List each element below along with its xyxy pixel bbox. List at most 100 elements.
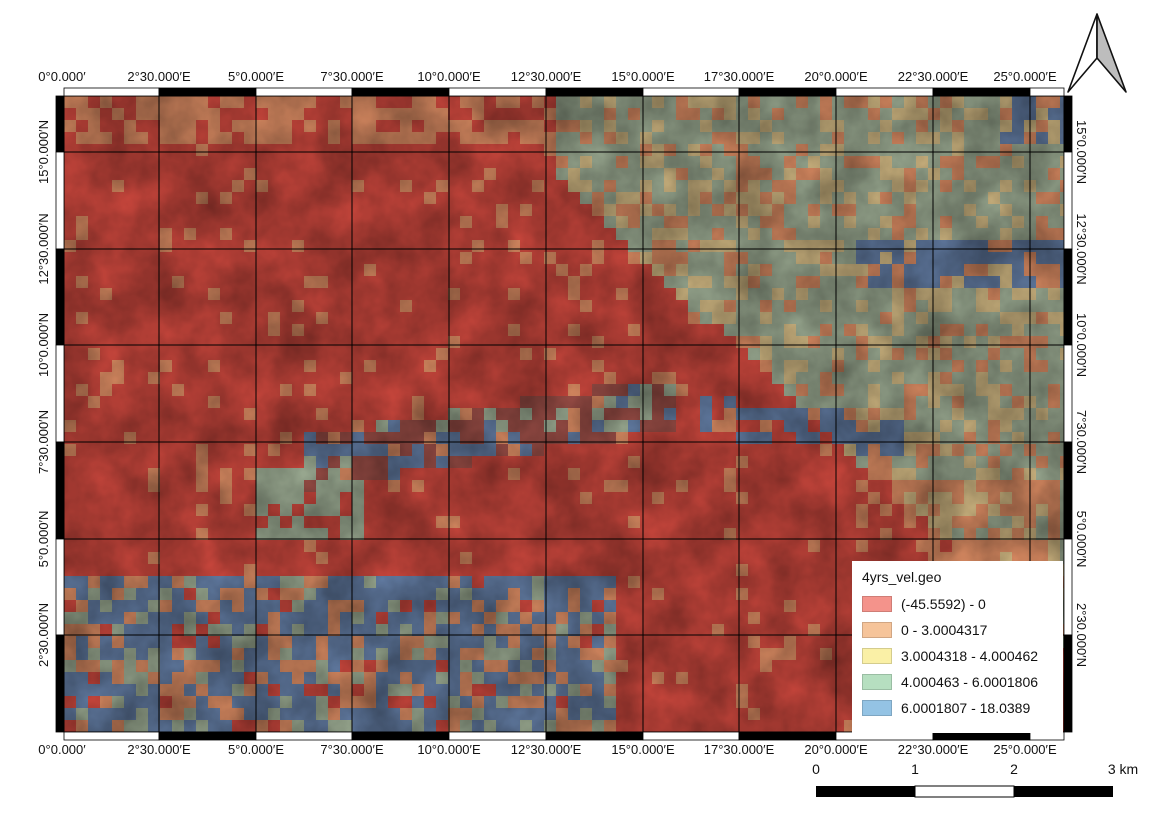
right-lat-label: 12°30.000′N <box>1074 213 1089 284</box>
top-longitude-labels: 0°0.000′ 2°30.000′E 5°0.000′E 7°30.000′E… <box>38 69 1057 84</box>
frame-segment <box>835 87 934 97</box>
legend-item: 6.0001807 - 18.0389 <box>862 695 1053 721</box>
frame-segment <box>351 87 450 97</box>
frame-segment <box>158 87 257 97</box>
frame-segment <box>158 731 257 741</box>
map-frame <box>55 87 1073 741</box>
bottom-lon-label: 20°0.000′E <box>804 742 868 757</box>
left-lat-label: 2°30.000′N <box>36 603 51 667</box>
bottom-lon-label: 5°0.000′E <box>228 742 284 757</box>
legend: 4yrs_vel.geo (-45.5592) - 0 0 - 3.000431… <box>852 561 1063 733</box>
bottom-lon-label: 12°30.000′E <box>511 742 582 757</box>
legend-label: 4.000463 - 6.0001806 <box>901 674 1039 690</box>
legend-title: 4yrs_vel.geo <box>862 569 942 585</box>
frame-segment <box>63 87 160 97</box>
right-lat-label: 5°0.000′N <box>1074 511 1089 568</box>
legend-swatch <box>862 648 892 664</box>
right-lat-label: 7°30.000′N <box>1074 410 1089 474</box>
scale-label: 2 <box>1010 761 1018 777</box>
top-lon-label: 25°0.000′E <box>993 69 1057 84</box>
frame-segment <box>932 731 1031 741</box>
legend-swatch <box>862 622 892 638</box>
scale-bar: 0 1 2 3 km <box>812 761 1138 798</box>
scale-label: 1 <box>911 761 919 777</box>
frame-segment <box>835 731 934 741</box>
frame-segment <box>1029 87 1065 97</box>
scale-segment <box>816 786 915 797</box>
frame-segment <box>55 248 65 346</box>
scale-label: 3 km <box>1108 761 1138 777</box>
frame-segment <box>255 87 353 97</box>
bottom-lon-label: 22°30.000′E <box>898 742 969 757</box>
frame-segment <box>63 731 160 741</box>
frame-segment <box>55 538 65 636</box>
legend-item: 4.000463 - 6.0001806 <box>862 669 1053 695</box>
bottom-lon-label: 25°0.000′E <box>993 742 1057 757</box>
frame-segment <box>448 731 547 741</box>
left-lat-label: 10°0.000′N <box>36 313 51 377</box>
scale-segment <box>1014 786 1113 797</box>
right-lat-label: 10°0.000′N <box>1074 313 1089 377</box>
bottom-longitude-labels: 0°0.000′ 2°30.000′E 5°0.000′E 7°30.000′E… <box>38 742 1057 757</box>
bottom-lon-label: 7°30.000′E <box>320 742 384 757</box>
frame-segment <box>1063 151 1073 250</box>
right-lat-label: 2°30.000′N <box>1074 603 1089 667</box>
top-lon-label: 2°30.000′E <box>127 69 191 84</box>
frame-segment <box>1063 441 1073 540</box>
frame-segment <box>1029 731 1065 741</box>
legend-item: (-45.5592) - 0 <box>862 591 1053 617</box>
frame-segment <box>55 634 65 733</box>
frame-segment <box>55 151 65 250</box>
bottom-lon-label: 15°0.000′E <box>611 742 675 757</box>
top-lon-label: 15°0.000′E <box>611 69 675 84</box>
bottom-lon-label: 10°0.000′E <box>417 742 481 757</box>
frame-segment <box>642 731 740 741</box>
frame-segment <box>448 87 547 97</box>
frame-segment <box>1063 538 1073 636</box>
graticule <box>64 96 1064 732</box>
bottom-lon-label: 0°0.000′ <box>38 742 86 757</box>
top-lon-label: 10°0.000′E <box>417 69 481 84</box>
scale-label: 0 <box>812 761 820 777</box>
north-arrow-icon <box>1067 13 1127 93</box>
left-lat-label: 5°0.000′N <box>36 511 51 568</box>
right-latitude-labels: 15°0.000′N 12°30.000′N 10°0.000′N 7°30.0… <box>1074 120 1089 667</box>
top-lon-label: 0°0.000′ <box>38 69 86 84</box>
frame-segment <box>932 87 1031 97</box>
bottom-lon-label: 2°30.000′E <box>127 742 191 757</box>
legend-label: 3.0004318 - 4.000462 <box>901 648 1039 664</box>
legend-label: 0 - 3.0004317 <box>901 622 988 638</box>
left-lat-label: 7°30.000′N <box>36 410 51 474</box>
frame-segment <box>55 95 65 153</box>
frame-segment <box>351 731 450 741</box>
frame-segment <box>55 441 65 540</box>
bottom-lon-label: 17°30.000′E <box>704 742 775 757</box>
frame-segment <box>545 87 644 97</box>
right-lat-label: 15°0.000′N <box>1074 120 1089 184</box>
legend-label: 6.0001807 - 18.0389 <box>901 700 1031 716</box>
frame-segment <box>255 731 353 741</box>
left-latitude-labels: 15°0.000′N 12°30.000′N 10°0.000′N 7°30.0… <box>36 120 51 667</box>
legend-label: (-45.5592) - 0 <box>901 596 986 612</box>
legend-item: 3.0004318 - 4.000462 <box>862 643 1053 669</box>
legend-swatch <box>862 700 892 716</box>
frame-segment <box>545 731 644 741</box>
left-lat-label: 12°30.000′N <box>36 213 51 284</box>
scale-segment <box>914 785 1015 798</box>
legend-item: 0 - 3.0004317 <box>862 617 1053 643</box>
frame-segment <box>55 344 65 443</box>
top-lon-label: 22°30.000′E <box>898 69 969 84</box>
top-lon-label: 5°0.000′E <box>228 69 284 84</box>
legend-swatch <box>862 596 892 612</box>
frame-segment <box>1063 344 1073 443</box>
frame-segment <box>1063 95 1073 153</box>
top-lon-label: 12°30.000′E <box>511 69 582 84</box>
frame-segment <box>642 87 740 97</box>
frame-segment <box>1063 248 1073 346</box>
top-lon-label: 20°0.000′E <box>804 69 868 84</box>
top-lon-label: 7°30.000′E <box>320 69 384 84</box>
top-lon-label: 17°30.000′E <box>704 69 775 84</box>
frame-segment <box>1063 634 1073 733</box>
left-lat-label: 15°0.000′N <box>36 120 51 184</box>
frame-segment <box>738 731 837 741</box>
